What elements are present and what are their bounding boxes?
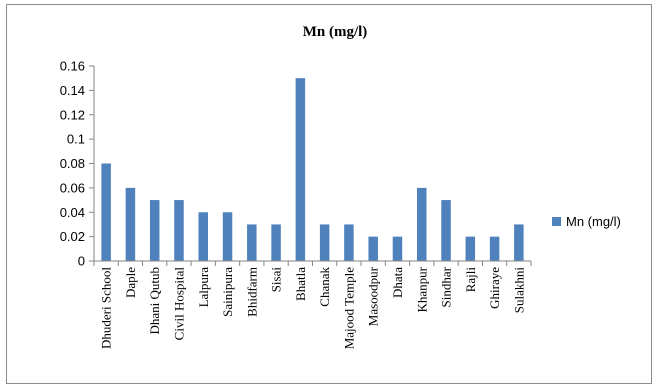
x-tick-label: Civil Hospital: [171, 267, 186, 341]
bar: [125, 187, 136, 261]
chart-title: Mn (mg/l): [303, 24, 368, 40]
x-tick-label: Sisai: [269, 267, 284, 293]
x-tick-label: Dhata: [390, 267, 405, 298]
bar: [465, 236, 476, 261]
bar: [149, 200, 160, 261]
bar: [295, 78, 306, 261]
y-axis: 0 0.02 0.04 0.06 0.08 0.1 0.12 0.14 0.16: [60, 59, 95, 269]
bar: [368, 236, 378, 261]
y-tick-label: 0.06: [60, 180, 85, 195]
bar: [489, 236, 500, 261]
x-tick-label: Lalpura: [196, 267, 211, 308]
x-tick-label: Daple: [123, 267, 138, 298]
x-tick-label: Sindhar: [439, 266, 454, 307]
x-axis: Dhuderi School Daple Dhani Qutub Civil Hosp…: [93, 260, 532, 349]
x-tick-label: Dhani Qutub: [147, 267, 162, 335]
y-tick-label: 0.08: [60, 156, 85, 171]
bar: [417, 187, 427, 261]
legend-swatch: [552, 217, 561, 226]
bar: [247, 224, 257, 261]
x-tick-label: Khanpur: [414, 266, 429, 312]
y-tick-label: 0.02: [60, 229, 85, 244]
x-tick-label: Dhuderi School: [99, 267, 114, 349]
x-tick-label: Bhidfarm: [244, 267, 259, 317]
bar: [319, 224, 330, 261]
bar: [441, 200, 451, 261]
bar: [271, 224, 281, 261]
y-tick-label: 0: [78, 254, 85, 269]
y-tick-label: 0.1: [67, 132, 85, 147]
bar: [174, 200, 184, 261]
y-tick-label: 0.12: [60, 107, 85, 122]
legend: Mn (mg/l): [552, 214, 621, 229]
x-tick-label: Bhatla: [293, 267, 308, 301]
bar: [222, 212, 233, 261]
chart-frame: [6, 4, 652, 384]
x-tick-label: Rajli: [463, 267, 478, 293]
bars: [101, 78, 524, 261]
y-tick-label: 0.16: [60, 59, 85, 74]
bar: [514, 224, 524, 261]
x-tick-label: Sulakhni: [511, 267, 526, 314]
x-tick-label: Masoodpur: [366, 266, 381, 326]
y-tick-label: 0.14: [60, 83, 85, 98]
x-tick-label: Ghiraye: [487, 267, 502, 309]
bar: [198, 212, 208, 261]
y-tick-label: 0.04: [60, 205, 85, 220]
legend-label: Mn (mg/l): [566, 214, 621, 229]
x-tick-label: Chanak: [317, 267, 332, 307]
x-tick-label: Majood Temple: [341, 267, 356, 349]
bar: [392, 236, 403, 261]
bar: [101, 163, 111, 261]
x-tick-label: Sainipura: [220, 267, 235, 317]
bar: [344, 224, 354, 261]
